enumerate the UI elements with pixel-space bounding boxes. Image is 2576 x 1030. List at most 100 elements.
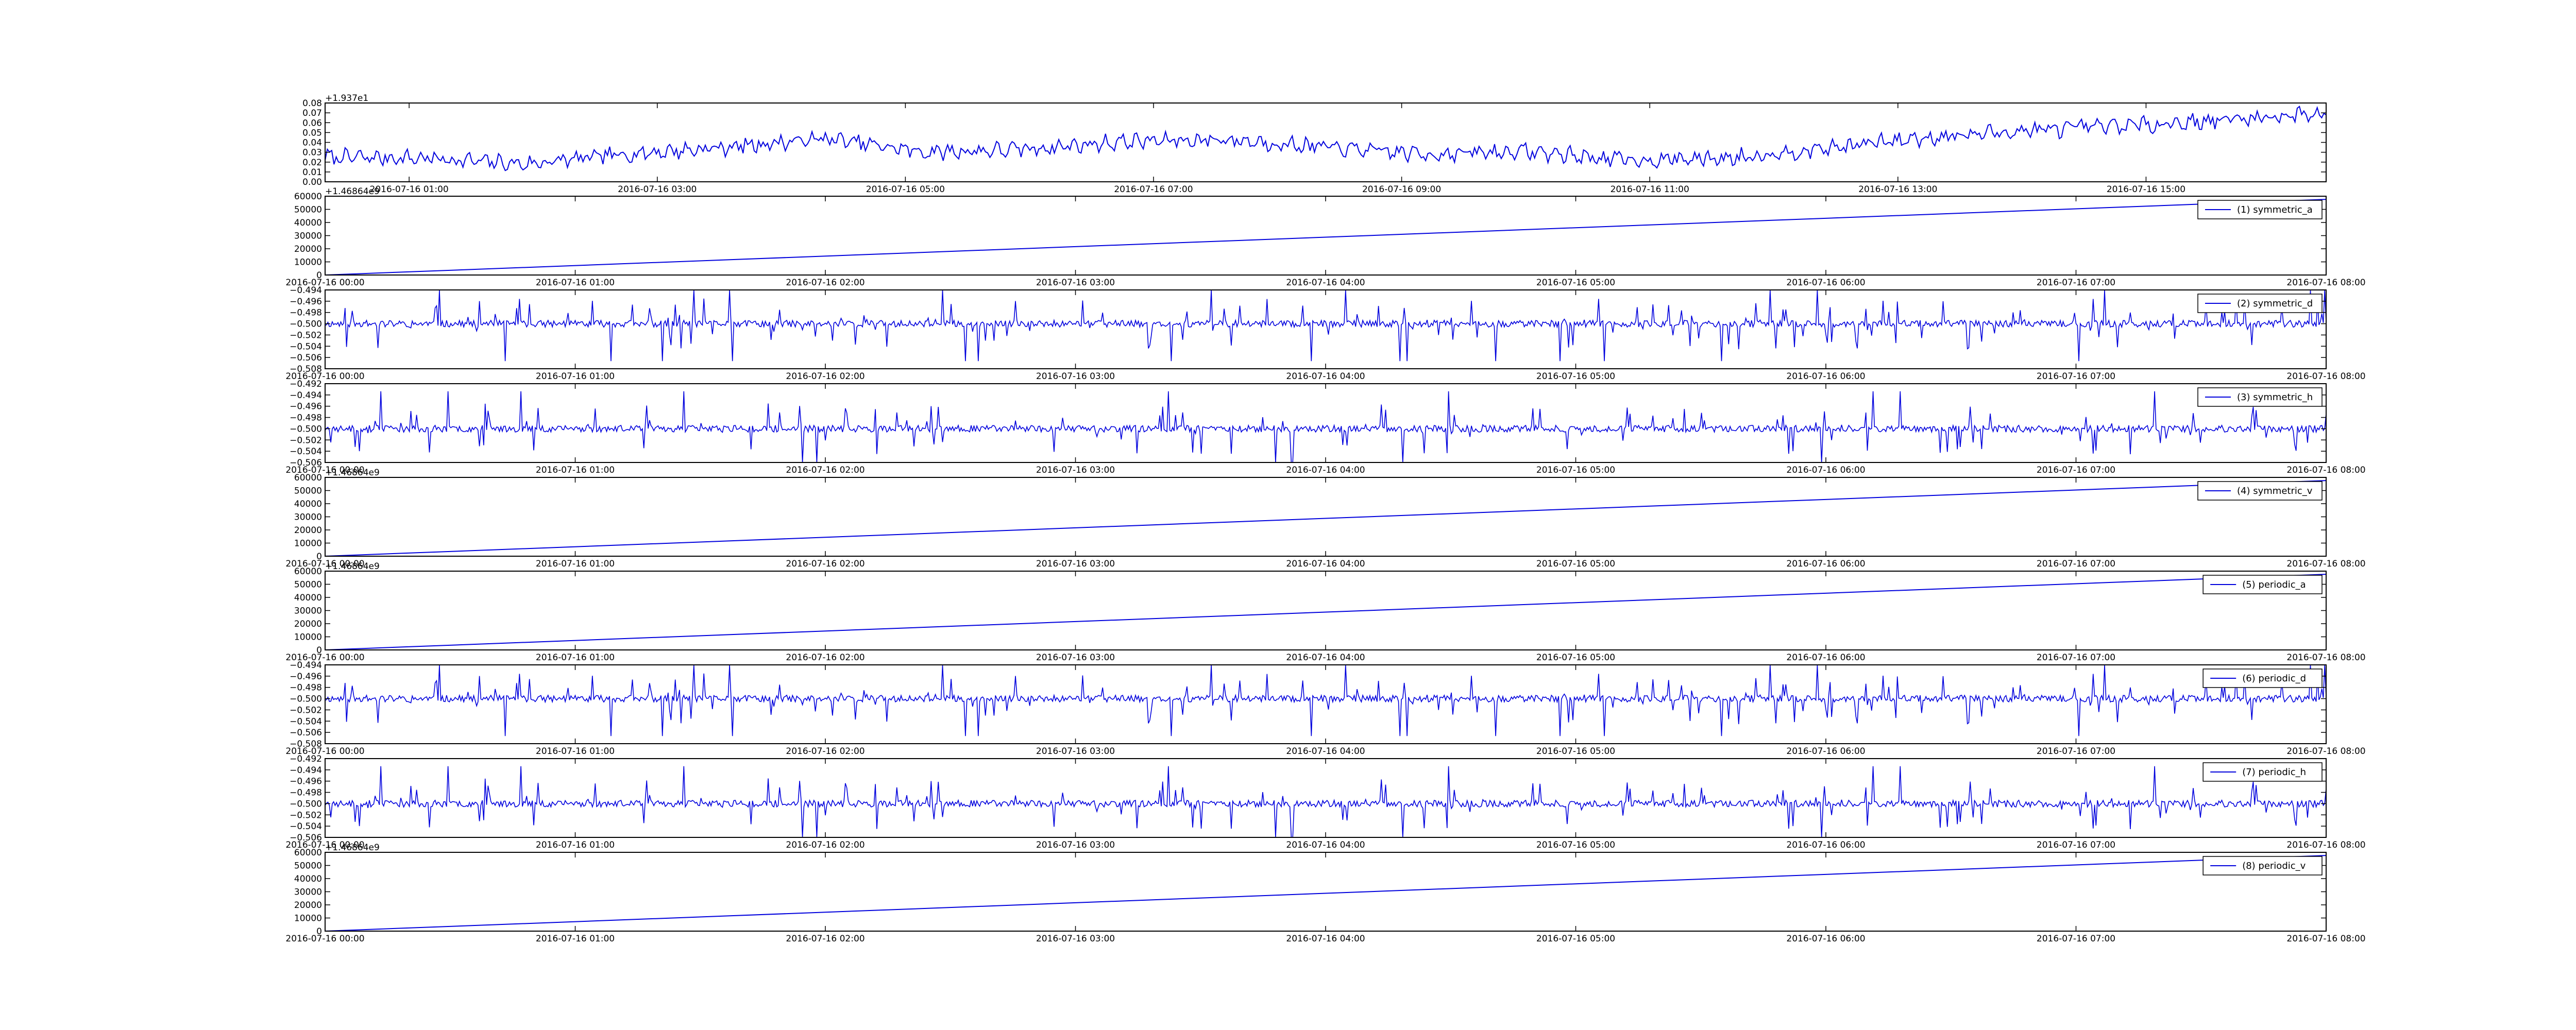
x-tick-label: 2016-07-16 09:00: [1362, 184, 1441, 195]
y-tick-label: −0.508: [290, 739, 322, 749]
y-tick-label: 60000: [294, 566, 322, 577]
x-tick-label: 2016-07-16 05:00: [1536, 465, 1615, 475]
subplot-1: 0.000.010.020.030.040.050.060.070.08 2016…: [302, 93, 2327, 195]
subplot-4: −0.506−0.504−0.502−0.500−0.498−0.496−0.4…: [285, 379, 2365, 475]
y-tick-label: −0.506: [290, 458, 322, 468]
x-tick-label: 2016-07-16 08:00: [2286, 934, 2365, 944]
x-tick-label: 2016-07-16 00:00: [285, 371, 364, 382]
x-tick-label: 2016-07-16 02:00: [786, 465, 865, 475]
offset-text: +1.937e1: [325, 93, 368, 104]
y-tick-label: 20000: [294, 525, 322, 536]
y-tick-label: 10000: [294, 258, 322, 268]
x-tick-label: 2016-07-16 08:00: [2286, 653, 2365, 663]
y-tick-label: 0: [316, 552, 322, 562]
series-line: [325, 105, 2327, 171]
x-tick-label: 2016-07-16 06:00: [1786, 934, 1865, 944]
y-tick-label: 0.03: [302, 148, 322, 158]
x-tick-label: 2016-07-16 11:00: [1611, 184, 1689, 195]
subplot-9: 01000020000300004000050000600002016-07-1…: [285, 843, 2365, 944]
subplot-8: −0.506−0.504−0.502−0.500−0.498−0.496−0.4…: [285, 754, 2365, 850]
x-tick-label: 2016-07-16 01:00: [536, 559, 615, 569]
x-tick-label: 2016-07-16 06:00: [1786, 465, 1865, 475]
x-tick-label: 2016-07-16 03:00: [1036, 934, 1115, 944]
y-tick-label: 30000: [294, 231, 322, 242]
x-tick-label: 2016-07-16 01:00: [536, 465, 615, 475]
x-tick-label: 2016-07-16 08:00: [2286, 465, 2365, 475]
y-tick-label: 30000: [294, 887, 322, 898]
x-tick-label: 2016-07-16 03:00: [1036, 746, 1115, 757]
y-tick-label: −0.498: [290, 788, 322, 798]
x-tick-label: 2016-07-16 02:00: [786, 840, 865, 850]
y-tick-label: −0.496: [290, 297, 322, 307]
x-tick-label: 2016-07-16 01:00: [536, 934, 615, 944]
y-tick-label: −0.494: [290, 285, 322, 296]
series-line: [325, 289, 2327, 362]
series-line: [325, 391, 2327, 463]
x-tick-label: 2016-07-16 00:00: [285, 278, 364, 288]
y-tick-label: 0.00: [302, 177, 322, 187]
x-tick-label: 2016-07-16 06:00: [1786, 746, 1865, 757]
y-tick-label: −0.504: [290, 821, 322, 832]
x-tick-label: 2016-07-16 02:00: [786, 746, 865, 757]
y-tick-label: −0.500: [290, 424, 322, 434]
x-tick-label: 2016-07-16 07:00: [2037, 559, 2115, 569]
y-tick-label: −0.506: [290, 833, 322, 843]
y-tick-label: 30000: [294, 606, 322, 616]
y-tick-label: 50000: [294, 861, 322, 871]
x-tick-label: 2016-07-16 08:00: [2286, 278, 2365, 288]
legend-label: (6) periodic_d: [2242, 673, 2306, 684]
y-tick-label: 30000: [294, 512, 322, 523]
axes-frame: [325, 383, 2327, 463]
x-tick-label: 2016-07-16 03:00: [1036, 840, 1115, 850]
x-tick-label: 2016-07-16 04:00: [1286, 653, 1365, 663]
legend-label: (3) symmetric_h: [2237, 392, 2313, 403]
x-tick-label: 2016-07-16 07:00: [2037, 653, 2115, 663]
y-tick-label: 0.08: [302, 98, 322, 109]
y-tick-label: 60000: [294, 848, 322, 858]
x-tick-label: 2016-07-16 07:00: [2037, 371, 2115, 382]
x-tick-label: 2016-07-16 06:00: [1786, 371, 1865, 382]
subplot-3: −0.508−0.506−0.504−0.502−0.500−0.498−0.4…: [285, 285, 2365, 382]
y-tick-label: −0.502: [290, 810, 322, 820]
x-tick-label: 2016-07-16 01:00: [536, 840, 615, 850]
x-tick-label: 2016-07-16 03:00: [1036, 278, 1115, 288]
series-line: [325, 855, 2327, 932]
series-line: [325, 199, 2327, 276]
y-tick-label: 0: [316, 270, 322, 281]
y-tick-label: 10000: [294, 539, 322, 549]
x-tick-label: 2016-07-16 08:00: [2286, 371, 2365, 382]
x-tick-label: 2016-07-16 03:00: [1036, 371, 1115, 382]
x-tick-label: 2016-07-16 04:00: [1286, 840, 1365, 850]
y-tick-label: 20000: [294, 619, 322, 629]
x-tick-label: 2016-07-16 06:00: [1786, 653, 1865, 663]
x-tick-label: 2016-07-16 00:00: [285, 840, 364, 850]
subplot-7: −0.508−0.506−0.504−0.502−0.500−0.498−0.4…: [285, 660, 2365, 757]
y-tick-label: 50000: [294, 205, 322, 215]
x-tick-label: 2016-07-16 02:00: [786, 934, 865, 944]
x-tick-label: 2016-07-16 03:00: [1036, 559, 1115, 569]
y-tick-label: 10000: [294, 914, 322, 924]
y-tick-label: −0.506: [290, 728, 322, 738]
series-line: [325, 766, 2327, 838]
y-tick-label: −0.504: [290, 341, 322, 352]
x-tick-label: 2016-07-16 05:00: [1536, 371, 1615, 382]
x-tick-label: 2016-07-16 04:00: [1286, 559, 1365, 569]
y-tick-label: −0.496: [290, 777, 322, 787]
x-tick-label: 2016-07-16 00:00: [285, 934, 364, 944]
x-tick-label: 2016-07-16 05:00: [1536, 746, 1615, 757]
x-tick-label: 2016-07-16 08:00: [2286, 840, 2365, 850]
x-tick-label: 2016-07-16 07:00: [1114, 184, 1193, 195]
x-tick-label: 2016-07-16 03:00: [1036, 465, 1115, 475]
subplot-2: 0 10000 20000 30000 40000 50000 60000 2016-07-1…: [285, 186, 2365, 288]
x-tick-label: 2016-07-16 05:00: [866, 184, 945, 195]
y-tick-label: 0: [316, 926, 322, 937]
legend-label: (7) periodic_h: [2242, 767, 2306, 778]
y-tick-label: −0.502: [290, 705, 322, 715]
y-tick-label: 0: [316, 645, 322, 656]
y-tick-label: −0.496: [290, 402, 322, 412]
y-tick-label: 10000: [294, 632, 322, 643]
series-line: [325, 574, 2327, 650]
x-tick-label: 2016-07-16 03:00: [1036, 653, 1115, 663]
x-tick-label: 2016-07-16 02:00: [786, 371, 865, 382]
y-tick-label: −0.494: [290, 660, 322, 671]
